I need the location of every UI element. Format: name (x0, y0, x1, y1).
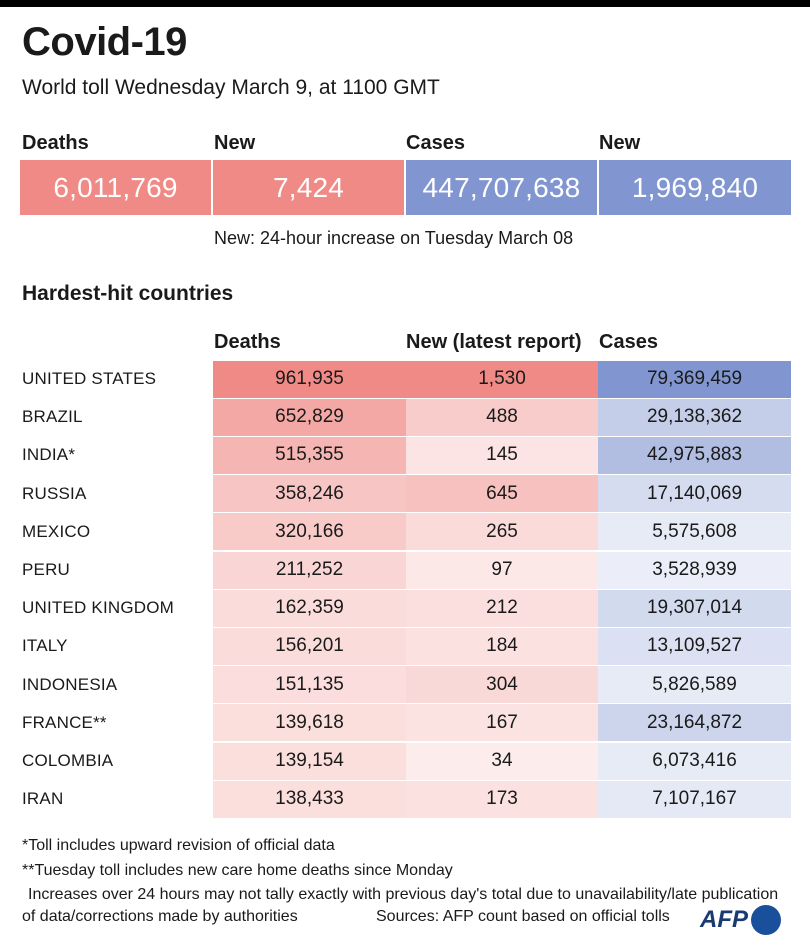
cell-new: 184 (406, 627, 598, 665)
cell-cases: 7,107,167 (598, 780, 791, 818)
cell-new: 212 (406, 589, 598, 627)
col-header-cases: Cases (599, 331, 658, 353)
row-label: RUSSIA (22, 483, 87, 503)
summary-new-deaths-label: New (214, 132, 256, 154)
row-label: UNITED KINGDOM (22, 598, 175, 618)
cell-deaths: 139,618 (213, 704, 406, 742)
summary-deaths-label: Deaths (22, 132, 89, 154)
col-header-new: New (latest report) (406, 331, 582, 353)
cell-deaths: 211,252 (213, 551, 406, 589)
cell-deaths: 139,154 (213, 742, 406, 780)
cell-new: 173 (406, 780, 598, 818)
col-header-deaths: Deaths (214, 331, 281, 353)
row-label: COLOMBIA (22, 751, 114, 770)
row-label: IRAN (22, 789, 64, 809)
cell-new: 304 (406, 666, 598, 704)
cell-deaths: 515,355 (213, 436, 406, 474)
summary-new-deaths-value: 7,424 (213, 160, 404, 215)
cell-cases: 17,140,069 (598, 475, 791, 513)
summary-new-cases-value: 1,969,840 (599, 160, 791, 215)
summary-deaths-value: 6,011,769 (20, 160, 211, 215)
cell-cases: 6,073,416 (598, 742, 791, 780)
top-bar (0, 0, 810, 7)
afp-logo: AFP (700, 905, 781, 935)
cell-cases: 5,826,589 (598, 666, 791, 704)
cell-new: 34 (406, 742, 598, 780)
cell-cases: 79,369,459 (598, 360, 791, 398)
cell-new: 1,530 (406, 360, 598, 398)
footnote-3: Increases over 24 hours may not tally ex… (28, 886, 779, 903)
cell-cases: 3,528,939 (598, 551, 791, 589)
cell-cases: 23,164,872 (598, 704, 791, 742)
footnote-1: *Toll includes upward revision of offici… (22, 837, 335, 854)
row-label: INDONESIA (22, 674, 118, 694)
afp-logo-text: AFP (700, 906, 748, 933)
cell-deaths: 358,246 (213, 475, 406, 513)
cell-new: 265 (406, 513, 598, 551)
cell-cases: 13,109,527 (598, 627, 791, 665)
footnote-2: **Tuesday toll includes new care home de… (22, 862, 453, 879)
footnote-4: of data/corrections made by authorities (22, 908, 298, 925)
cell-cases: 19,307,014 (598, 589, 791, 627)
row-label: ITALY (22, 636, 68, 656)
table-title: Hardest-hit countries (22, 282, 234, 305)
summary-note: New: 24-hour increase on Tuesday March 0… (214, 228, 574, 248)
row-label: PERU (22, 560, 71, 579)
cell-new: 645 (406, 475, 598, 513)
cell-deaths: 151,135 (213, 666, 406, 704)
cell-deaths: 162,359 (213, 589, 406, 627)
afp-logo-circle-icon (751, 905, 781, 935)
cell-deaths: 156,201 (213, 627, 406, 665)
cell-new: 488 (406, 398, 598, 436)
cell-cases: 42,975,883 (598, 436, 791, 474)
summary-new-cases-label: New (599, 132, 641, 154)
row-label: FRANCE** (22, 712, 107, 732)
cell-deaths: 961,935 (213, 360, 406, 398)
chart-title: Covid-19 (22, 20, 187, 64)
row-label: UNITED STATES (22, 369, 157, 388)
cell-deaths: 652,829 (213, 398, 406, 436)
cell-cases: 5,575,608 (598, 513, 791, 551)
cell-deaths: 320,166 (213, 513, 406, 551)
chart-subtitle: World toll Wednesday March 9, at 1100 GM… (22, 76, 440, 99)
cell-new: 97 (406, 551, 598, 589)
cell-cases: 29,138,362 (598, 398, 791, 436)
row-label: BRAZIL (22, 407, 83, 427)
source-note: Sources: AFP count based on official tol… (376, 908, 670, 925)
summary-cases-label: Cases (406, 132, 465, 154)
cell-new: 167 (406, 704, 598, 742)
cell-deaths: 138,433 (213, 780, 406, 818)
cell-new: 145 (406, 436, 598, 474)
row-label: INDIA* (22, 445, 76, 465)
row-label: MEXICO (22, 521, 91, 541)
summary-cases-value: 447,707,638 (406, 160, 597, 215)
